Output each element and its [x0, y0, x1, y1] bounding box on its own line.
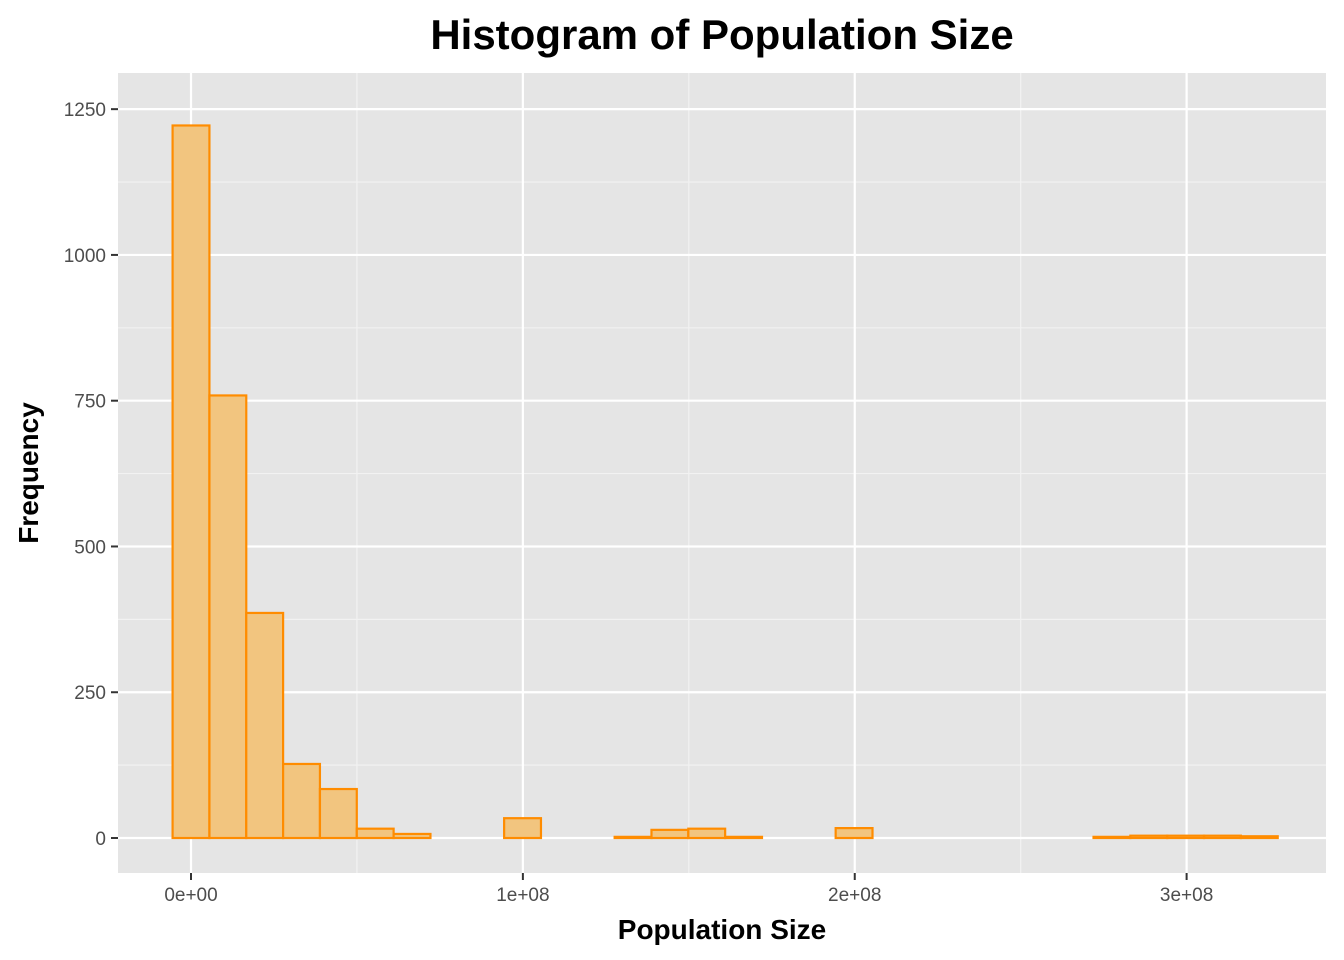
histogram-bar [724, 835, 764, 840]
x-axis-title: Population Size [618, 914, 826, 945]
histogram-bar [650, 828, 690, 840]
histogram-bar [503, 817, 543, 840]
y-tick-label: 1250 [64, 100, 106, 121]
y-tick-label: 500 [74, 537, 106, 558]
y-axis-title: Frequency [13, 402, 44, 544]
histogram-bar [834, 827, 874, 840]
y-tick-label: 1000 [64, 246, 106, 267]
histogram-bar [245, 611, 285, 840]
x-tick-label: 1e+08 [496, 885, 549, 906]
histogram-bar [392, 832, 432, 840]
histogram-bar [355, 827, 395, 840]
histogram-bars [171, 124, 1279, 840]
y-tick-label: 0 [95, 829, 106, 850]
histogram-bar [318, 787, 358, 840]
chart-title: Histogram of Population Size [430, 11, 1013, 58]
histogram-bar [613, 835, 653, 840]
histogram-bar [282, 762, 322, 840]
histogram-bar [1239, 835, 1279, 840]
y-tick-label: 250 [74, 683, 106, 704]
histogram-bar [208, 394, 248, 840]
x-tick-label: 0e+00 [164, 885, 217, 906]
histogram-bar [687, 827, 727, 840]
y-tick-label: 750 [74, 392, 106, 413]
histogram-bar [171, 124, 211, 840]
x-axis: 0e+00 1e+08 2e+08 3e+08 [164, 873, 1213, 906]
y-axis: 0 250 500 750 1000 1250 [64, 100, 118, 850]
histogram-bar [1092, 835, 1132, 840]
x-tick-label: 3e+08 [1160, 885, 1213, 906]
histogram-bar [1166, 834, 1206, 840]
histogram-bar [1202, 834, 1242, 840]
histogram-bar [1129, 834, 1169, 840]
x-tick-label: 2e+08 [828, 885, 881, 906]
